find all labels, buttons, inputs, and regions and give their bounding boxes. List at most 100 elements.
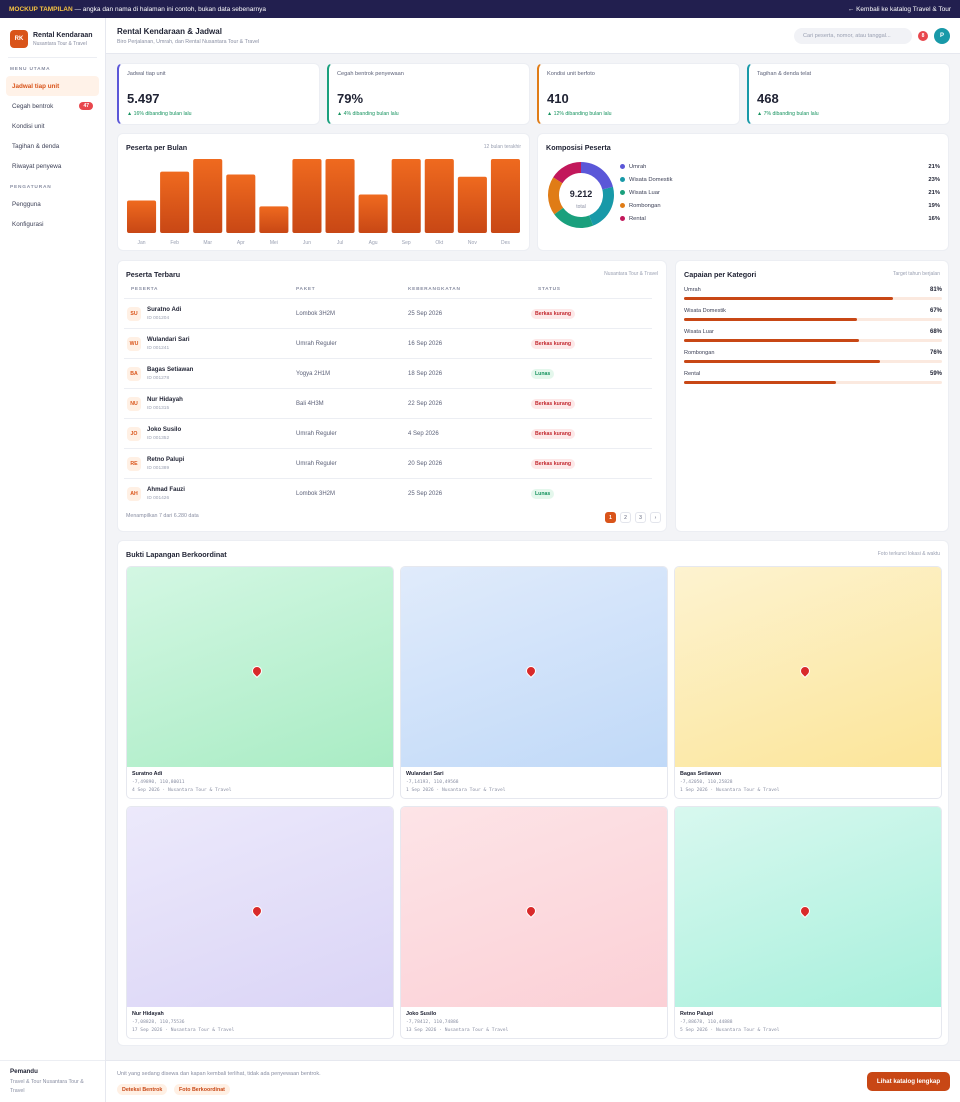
sidebar-footer-title: Pemandu xyxy=(10,1068,38,1076)
evidence-photo-card[interactable]: Wulandari Sari -7,14193, 110,49568 1 Sep 2… xyxy=(400,566,668,799)
kpi-value: 410 xyxy=(547,91,569,106)
donut-slice-umrah[interactable] xyxy=(581,162,613,190)
avatar[interactable]: P xyxy=(934,28,950,44)
back-to-catalog-link[interactable]: ← Kembali ke katalog Travel & Tour xyxy=(847,5,951,13)
evidence-photo-card[interactable]: Joko Susilo -7,78412, 110,74886 13 Sep 202… xyxy=(400,806,668,1039)
achievement-name: Wisata Domestik xyxy=(684,308,726,314)
kpi-label: Kondisi unit berfoto xyxy=(547,71,595,77)
bar-jun[interactable] xyxy=(292,159,322,233)
achievement-title: Capaian per Kategori xyxy=(684,270,757,279)
sidebar-footer: Pemandu Travel & Tour Nusantara Tour & T… xyxy=(0,1060,105,1102)
page-title: Rental Kendaraan & Jadwal xyxy=(117,27,222,36)
photo-thumbnail xyxy=(675,567,941,767)
nav-section-main: MENU UTAMA xyxy=(10,67,51,72)
recent-participants-card: Peserta Terbaru Nusantara Tour & Travel … xyxy=(117,260,667,532)
sidebar-item-riwayat[interactable]: Riwayat penyewa xyxy=(6,156,99,176)
bar-jul[interactable] xyxy=(325,159,355,233)
achievement-name: Umrah xyxy=(684,287,701,293)
donut-slice-wisata-luar[interactable] xyxy=(554,207,594,228)
photo-coordinates: -7,08828, 110,75536 xyxy=(132,1020,185,1025)
achievement-name: Wisata Luar xyxy=(684,329,714,335)
participant-name: Bagas Setiawan xyxy=(147,366,194,373)
evidence-photo-card[interactable]: Bagas Setiawan -7,42050, 110,25828 1 Sep 2… xyxy=(674,566,942,799)
sidebar-item-pengguna[interactable]: Pengguna xyxy=(6,194,99,214)
achievement-row: Wisata Domestik 67% xyxy=(684,308,942,326)
bar-agu[interactable] xyxy=(358,194,388,233)
sidebar-item-cegah-bentrok[interactable]: Cegah bentrok 47 xyxy=(6,96,99,116)
page-1-button[interactable]: 1 xyxy=(605,512,616,523)
legend-label: Rental xyxy=(629,215,646,222)
sidebar-item-konfigurasi[interactable]: Konfigurasi xyxy=(6,214,99,234)
kpi-delta: ▲ 16% dibanding bulan lalu xyxy=(127,111,192,117)
view-catalog-button[interactable]: Lihat katalog lengkap xyxy=(867,1072,950,1091)
avatar: WU xyxy=(127,337,141,351)
kpi-card-tagihan: Tagihan & denda telat 468 ▲ 7% dibanding… xyxy=(747,63,950,125)
evidence-photo-card[interactable]: Nur Hidayah -7,08828, 110,75536 17 Sep 202… xyxy=(126,806,394,1039)
table-row[interactable]: WU Wulandari Sari ID 001241 Umrah Reguler 16… xyxy=(124,328,652,358)
photo-coordinates: -7,88678, 110,44888 xyxy=(680,1020,733,1025)
brand-title: Rental Kendaraan xyxy=(33,31,93,39)
bar-jan[interactable] xyxy=(127,200,157,233)
achievement-row: Wisata Luar 68% xyxy=(684,329,942,347)
column-header-keberangkatan[interactable]: KEBERANGKATAN xyxy=(408,287,461,292)
sidebar-item-jadwal[interactable]: Jadwal tiap unit xyxy=(6,76,99,96)
monthly-chart-hint: 12 bulan terakhir xyxy=(483,144,521,150)
photo-thumbnail xyxy=(401,807,667,1007)
table-row[interactable]: BA Bagas Setiawan ID 001278 Yogya 2H1M 18 Se… xyxy=(124,358,652,388)
bar-apr[interactable] xyxy=(226,174,256,233)
bar-des[interactable] xyxy=(490,159,520,233)
page-subtitle: Biro Perjalanan, Umrah, dan Rental Nusan… xyxy=(117,39,260,45)
sidebar-item-kondisi-unit[interactable]: Kondisi unit xyxy=(6,116,99,136)
x-tick-label: Des xyxy=(501,240,510,246)
bar-feb[interactable] xyxy=(160,171,190,233)
departure-cell: 25 Sep 2026 xyxy=(408,311,443,317)
sidebar: RK Rental Kendaraan Nusantara Tour & Tra… xyxy=(0,18,106,1102)
x-tick-label: Mar xyxy=(203,240,212,246)
chip-foto-berkoordinat[interactable]: Foto Berkoordinat xyxy=(174,1084,230,1095)
participant-name: Joko Susilo xyxy=(147,426,182,433)
x-tick-label: Mei xyxy=(270,240,278,246)
photo-meta: 17 Sep 2026 · Nusantara Tour & Travel xyxy=(132,1028,235,1033)
evidence-photo-card[interactable]: Retno Palupi -7,88678, 110,44888 5 Sep 202… xyxy=(674,806,942,1039)
column-header-paket[interactable]: PAKET xyxy=(296,287,316,292)
status-badge: Berkas kurang xyxy=(531,399,576,409)
table-row[interactable]: NU Nur Hidayah ID 001315 Bali 4H3M 22 Sep 20… xyxy=(124,388,652,418)
bar-nov[interactable] xyxy=(457,176,487,233)
evidence-photo-card[interactable]: Suratno Adi -7,49890, 110,80011 4 Sep 2026… xyxy=(126,566,394,799)
column-header-peserta[interactable]: PESERTA xyxy=(131,287,159,292)
column-header-status[interactable]: STATUS xyxy=(538,287,561,292)
package-cell: Umrah Reguler xyxy=(296,461,337,467)
achievement-row: Rombongan 76% xyxy=(684,350,942,368)
table-row[interactable]: AH Ahmad Fauzi ID 001426 Lombok 3H2M 25 Sep … xyxy=(124,478,652,508)
donut-slice-wisata-domestik[interactable] xyxy=(589,186,614,226)
donut-chart: 9.212 total xyxy=(548,162,614,228)
sidebar-item-label: Pengguna xyxy=(12,200,41,208)
photo-name: Wulandari Sari xyxy=(406,771,444,777)
status-badge: Lunas xyxy=(531,369,555,379)
sidebar-item-tagihan[interactable]: Tagihan & denda xyxy=(6,136,99,156)
next-page-button[interactable]: › xyxy=(650,512,661,523)
notification-badge[interactable]: 8 xyxy=(918,31,928,41)
avatar: SU xyxy=(127,307,141,321)
page-2-button[interactable]: 2 xyxy=(620,512,631,523)
participant-name: Suratno Adi xyxy=(147,306,182,313)
donut-slice-rombongan[interactable] xyxy=(548,177,564,215)
progress-track xyxy=(684,318,942,321)
table-row[interactable]: SU Suratno Adi ID 001204 Lombok 3H2M 25 Sep … xyxy=(124,298,652,328)
participant-id: ID 001389 xyxy=(147,466,170,471)
donut-slice-rental[interactable] xyxy=(553,162,581,184)
mockup-notice-text: — angka dan nama di halaman ini contoh, … xyxy=(72,5,267,13)
kpi-label: Jadwal tiap unit xyxy=(127,71,166,77)
table-row[interactable]: RE Retno Palupi ID 001389 Umrah Reguler 20 S… xyxy=(124,448,652,478)
bar-sep[interactable] xyxy=(391,159,421,233)
chip-deteksi-bentrok[interactable]: Deteksi Bentrok xyxy=(117,1084,168,1095)
kpi-delta: ▲ 12% dibanding bulan lalu xyxy=(547,111,612,117)
avatar: NU xyxy=(127,397,141,411)
page-3-button[interactable]: 3 xyxy=(635,512,646,523)
bar-okt[interactable] xyxy=(424,159,454,233)
bar-mar[interactable] xyxy=(193,159,223,233)
table-row[interactable]: JO Joko Susilo ID 001352 Umrah Reguler 4 Sep… xyxy=(124,418,652,448)
progress-fill xyxy=(684,381,837,384)
search-input[interactable]: Cari peserta, nomor, atau tanggal... xyxy=(794,28,912,44)
bar-mei[interactable] xyxy=(259,206,289,233)
